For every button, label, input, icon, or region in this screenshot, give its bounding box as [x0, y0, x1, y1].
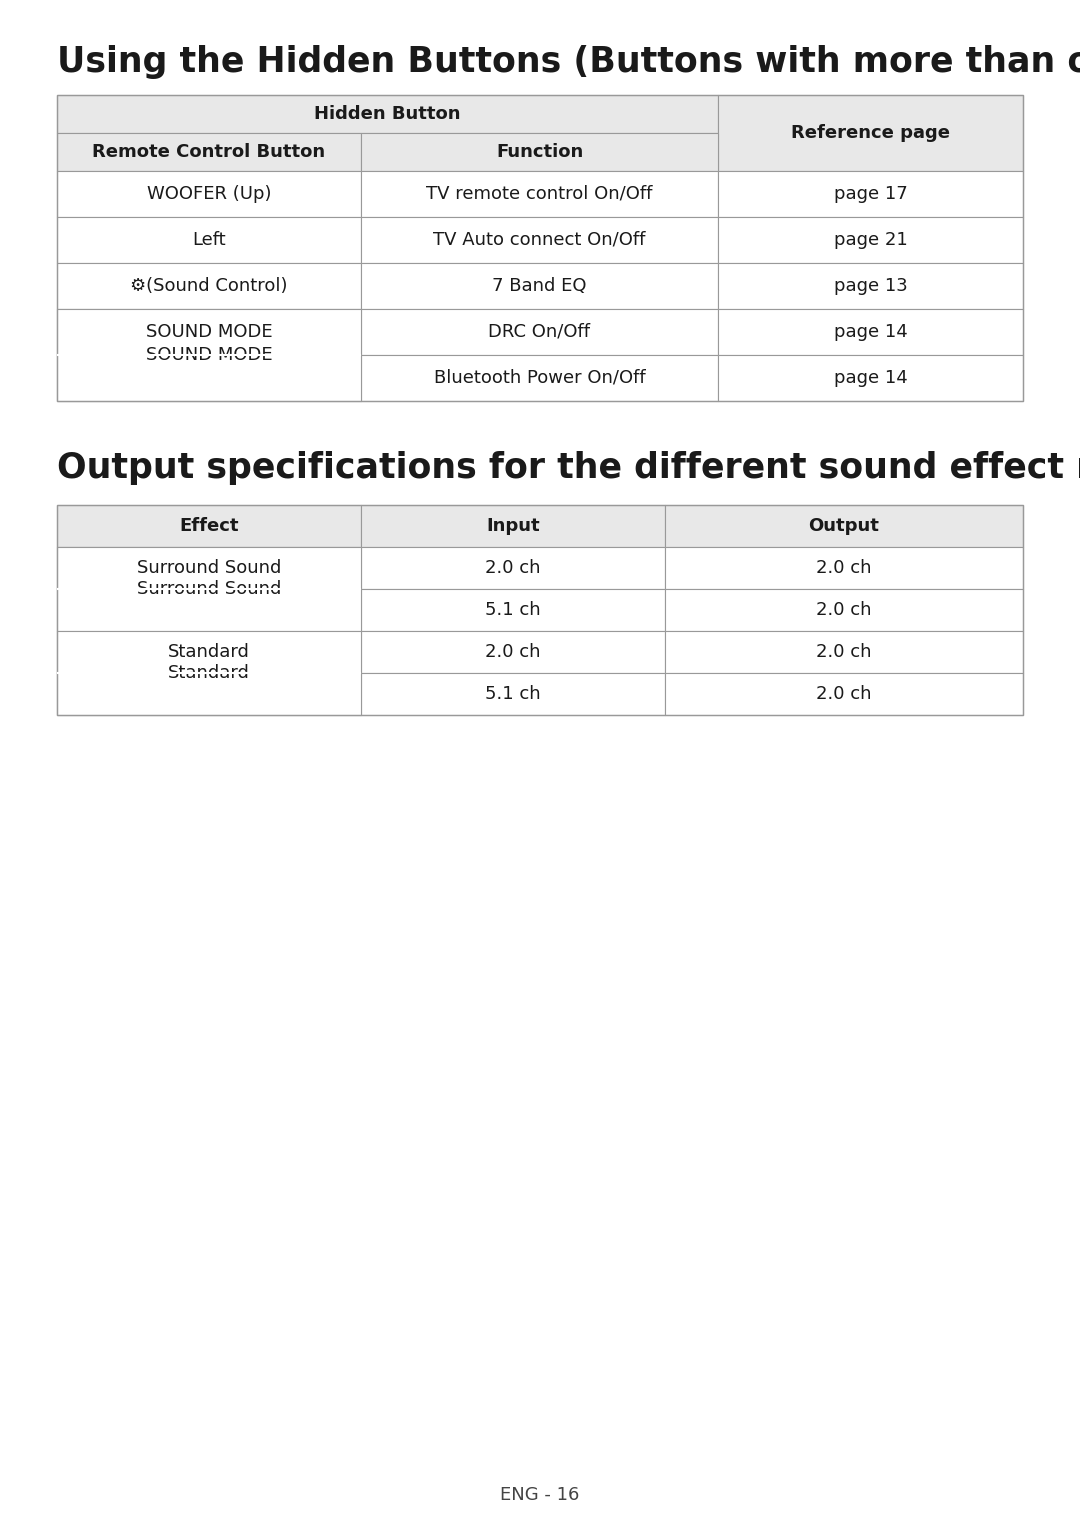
- Text: Function: Function: [496, 142, 583, 161]
- Bar: [718, 264, 1023, 309]
- Bar: [361, 588, 665, 631]
- Bar: [361, 133, 718, 172]
- Text: WOOFER (Up): WOOFER (Up): [147, 185, 271, 204]
- Text: Bluetooth Power On/Off: Bluetooth Power On/Off: [434, 369, 646, 388]
- Bar: [57, 355, 361, 401]
- Bar: [57, 588, 361, 631]
- Text: DRC On/Off: DRC On/Off: [488, 323, 591, 342]
- Text: page 14: page 14: [834, 369, 907, 388]
- Text: 5.1 ch: 5.1 ch: [485, 685, 541, 703]
- Bar: [718, 309, 1023, 355]
- Text: 7 Band EQ: 7 Band EQ: [492, 277, 586, 296]
- Text: Surround Sound: Surround Sound: [137, 581, 281, 597]
- Text: page 13: page 13: [834, 277, 907, 296]
- Text: page 21: page 21: [834, 231, 907, 250]
- Text: Effect: Effect: [179, 516, 239, 535]
- Bar: [361, 547, 665, 588]
- Bar: [57, 631, 361, 715]
- Bar: [57, 264, 361, 309]
- Bar: [57, 547, 361, 631]
- Bar: [361, 631, 665, 673]
- Text: 5.1 ch: 5.1 ch: [485, 601, 541, 619]
- Text: Input: Input: [486, 516, 540, 535]
- Text: ENG - 16: ENG - 16: [500, 1486, 580, 1504]
- Bar: [665, 547, 1023, 588]
- Text: 2.0 ch: 2.0 ch: [485, 643, 541, 660]
- Text: Left: Left: [192, 231, 226, 250]
- Bar: [361, 309, 718, 355]
- Bar: [361, 264, 718, 309]
- Text: SOUND MODE: SOUND MODE: [146, 346, 272, 365]
- Bar: [361, 506, 665, 547]
- Bar: [361, 673, 665, 715]
- Bar: [57, 506, 361, 547]
- Text: Output specifications for the different sound effect modes: Output specifications for the different …: [57, 450, 1080, 486]
- Text: 2.0 ch: 2.0 ch: [485, 559, 541, 578]
- Bar: [57, 631, 361, 673]
- Bar: [57, 673, 361, 715]
- Text: 2.0 ch: 2.0 ch: [816, 601, 872, 619]
- Text: page 14: page 14: [834, 323, 907, 342]
- Text: Surround Sound: Surround Sound: [137, 559, 281, 578]
- Bar: [665, 588, 1023, 631]
- Bar: [57, 309, 361, 401]
- Bar: [665, 673, 1023, 715]
- Bar: [361, 172, 718, 218]
- Text: 2.0 ch: 2.0 ch: [816, 559, 872, 578]
- Bar: [57, 133, 361, 172]
- Text: 2.0 ch: 2.0 ch: [816, 685, 872, 703]
- Bar: [57, 95, 1023, 401]
- Bar: [665, 506, 1023, 547]
- Bar: [718, 95, 1023, 172]
- Text: TV Auto connect On/Off: TV Auto connect On/Off: [433, 231, 646, 250]
- Bar: [665, 631, 1023, 673]
- Bar: [57, 172, 361, 218]
- Bar: [57, 95, 718, 133]
- Text: Reference page: Reference page: [791, 124, 950, 142]
- Text: ⚙(Sound Control): ⚙(Sound Control): [131, 277, 287, 296]
- Text: Remote Control Button: Remote Control Button: [93, 142, 325, 161]
- Bar: [361, 218, 718, 264]
- Text: page 17: page 17: [834, 185, 907, 204]
- Text: TV remote control On/Off: TV remote control On/Off: [427, 185, 652, 204]
- Text: Using the Hidden Buttons (Buttons with more than one function): Using the Hidden Buttons (Buttons with m…: [57, 44, 1080, 80]
- Bar: [57, 218, 361, 264]
- Bar: [57, 506, 1023, 715]
- Bar: [361, 355, 718, 401]
- Bar: [57, 547, 361, 588]
- Text: 2.0 ch: 2.0 ch: [816, 643, 872, 660]
- Bar: [718, 172, 1023, 218]
- Bar: [718, 218, 1023, 264]
- Text: Standard: Standard: [168, 663, 249, 682]
- Text: Standard: Standard: [168, 643, 249, 660]
- Bar: [57, 309, 361, 355]
- Bar: [718, 355, 1023, 401]
- Text: Hidden Button: Hidden Button: [314, 106, 461, 123]
- Text: Output: Output: [809, 516, 879, 535]
- Text: SOUND MODE: SOUND MODE: [146, 323, 272, 342]
